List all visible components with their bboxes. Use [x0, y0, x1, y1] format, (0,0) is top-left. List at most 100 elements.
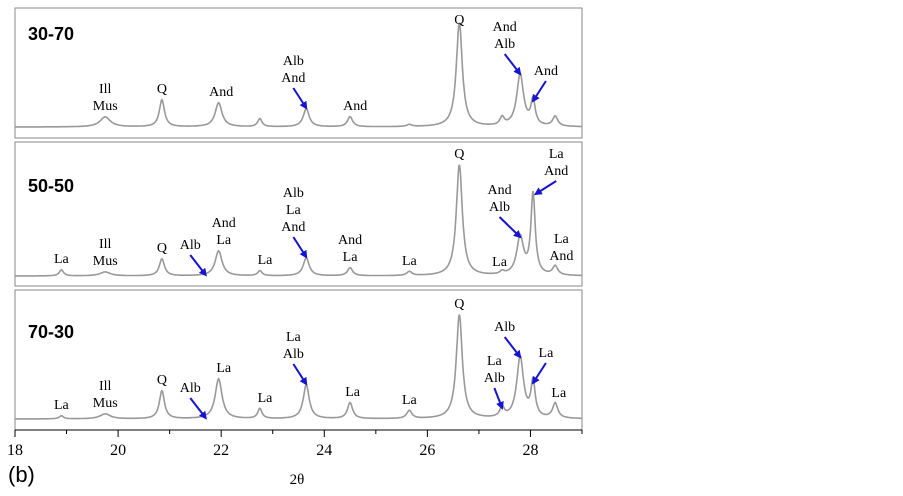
- peak-annotation: Alb: [180, 381, 207, 420]
- arrow: [498, 216, 522, 239]
- peak-label: Alb: [180, 381, 201, 396]
- figure-label: (b): [8, 462, 35, 487]
- peak-label: And: [212, 216, 236, 231]
- peak-annotation: Alb: [180, 238, 207, 277]
- x-axis: 18 20 22 24 26 28: [7, 429, 583, 459]
- peak-label: Alb: [283, 186, 304, 201]
- peak-label: La: [402, 254, 418, 269]
- peak-label: And: [493, 20, 517, 35]
- peak-label: Alb: [180, 238, 201, 253]
- peak-annotation: La And: [533, 147, 568, 196]
- peak-annotation: And: [531, 64, 558, 103]
- peak-label: Alb: [283, 347, 304, 362]
- peak-annotation: And: [343, 99, 367, 114]
- peak-label: Q: [454, 147, 464, 162]
- peak-annotation: La: [531, 346, 554, 385]
- peak-annotation: Q: [454, 13, 464, 28]
- peak-label: La: [258, 391, 274, 406]
- peak-label: Alb: [484, 371, 505, 386]
- peak-label: And: [544, 164, 568, 179]
- peak-label: And: [209, 85, 233, 100]
- trace-line: [15, 22, 583, 128]
- peak-annotation: Q: [157, 373, 167, 388]
- peak-annotation: And: [209, 85, 233, 100]
- series-label: 30-70: [28, 24, 74, 44]
- arrow: [292, 236, 308, 259]
- peak-annotation: Ill Mus: [93, 82, 118, 114]
- peak-annotation: And Alb: [487, 183, 522, 239]
- arrow: [189, 254, 207, 277]
- peak-annotation: Q: [454, 297, 464, 312]
- x-tick-label: 18: [7, 442, 23, 459]
- peak-label: Q: [157, 241, 167, 256]
- peak-label: Alb: [489, 200, 510, 215]
- peak-label: And: [281, 71, 305, 86]
- x-axis-title: 2θ: [290, 472, 305, 488]
- trace-line: [15, 314, 582, 420]
- peak-annotation: La: [54, 398, 70, 413]
- peak-label: La: [554, 232, 570, 247]
- peak-label: La: [216, 233, 232, 248]
- arrow: [292, 363, 308, 386]
- panel-70-30: 70-30LaIllMusQAlbLaLaLaAlbLaLaQLaAlbAlbL…: [14, 289, 583, 431]
- series-label: 50-50: [28, 176, 74, 196]
- peak-label: La: [549, 147, 565, 162]
- peak-label: La: [54, 252, 70, 267]
- x-tick-label: 22: [213, 442, 229, 459]
- peak-label: And: [338, 233, 362, 248]
- peak-annotation: Q: [454, 147, 464, 162]
- peak-annotation: Q: [157, 241, 167, 256]
- peak-annotation: Alb And: [281, 54, 308, 110]
- peak-annotation: La: [551, 386, 567, 401]
- peak-annotation: La: [258, 391, 274, 406]
- peak-annotation: La Alb: [283, 330, 308, 386]
- peak-label: Alb: [494, 320, 515, 335]
- trace-line: [15, 164, 582, 277]
- peak-annotation: La: [258, 253, 274, 268]
- peak-label: La: [551, 386, 567, 401]
- peak-label: Alb: [283, 54, 304, 69]
- peak-annotation: Alb: [494, 320, 522, 359]
- x-tick-label: 24: [316, 442, 332, 459]
- arrow: [503, 336, 522, 359]
- panel-50-50: 50-50 La Ill Mus Q Alb And La La Alb La And And La La Q…: [14, 141, 583, 287]
- peak-label: La: [487, 354, 503, 369]
- peak-label: La: [216, 361, 232, 376]
- peak-annotation: Ill Mus: [93, 237, 118, 269]
- peak-label: Q: [157, 373, 167, 388]
- arrow: [533, 180, 557, 196]
- peak-annotation: La: [402, 254, 418, 269]
- peak-label: Q: [454, 13, 464, 28]
- peak-annotation: And Alb: [493, 20, 522, 76]
- x-tick-label: 20: [110, 442, 126, 459]
- x-tick-label: 26: [419, 442, 435, 459]
- peak-annotation: And La: [338, 233, 362, 265]
- peak-label: Mus: [93, 254, 118, 269]
- peak-label: And: [534, 64, 558, 79]
- arrow: [503, 53, 522, 76]
- panel-frame: [14, 7, 583, 139]
- peak-annotation: La: [54, 252, 70, 267]
- peak-label: And: [281, 220, 305, 235]
- peak-label: La: [343, 250, 359, 265]
- peak-annotation: La And: [549, 232, 573, 264]
- arrow: [531, 80, 547, 103]
- peak-label: Q: [157, 82, 167, 97]
- peak-annotation: La: [492, 255, 508, 270]
- peak-annotation: Alb La And: [281, 186, 308, 259]
- peak-label: La: [258, 253, 274, 268]
- peak-annotation: And La: [212, 216, 236, 248]
- peak-label: La: [54, 398, 70, 413]
- arrow: [189, 397, 207, 420]
- peak-label: Q: [454, 297, 464, 312]
- peak-label: Ill: [99, 379, 112, 394]
- peak-label: Mus: [93, 99, 118, 114]
- arrow: [531, 362, 547, 385]
- peak-annotation: Q: [157, 82, 167, 97]
- peak-label: Ill: [99, 237, 112, 252]
- peak-annotation: Ill Mus: [93, 379, 118, 411]
- peak-annotation: La: [402, 393, 418, 408]
- series-label: 70-30: [28, 322, 74, 342]
- peak-label: And: [549, 249, 573, 264]
